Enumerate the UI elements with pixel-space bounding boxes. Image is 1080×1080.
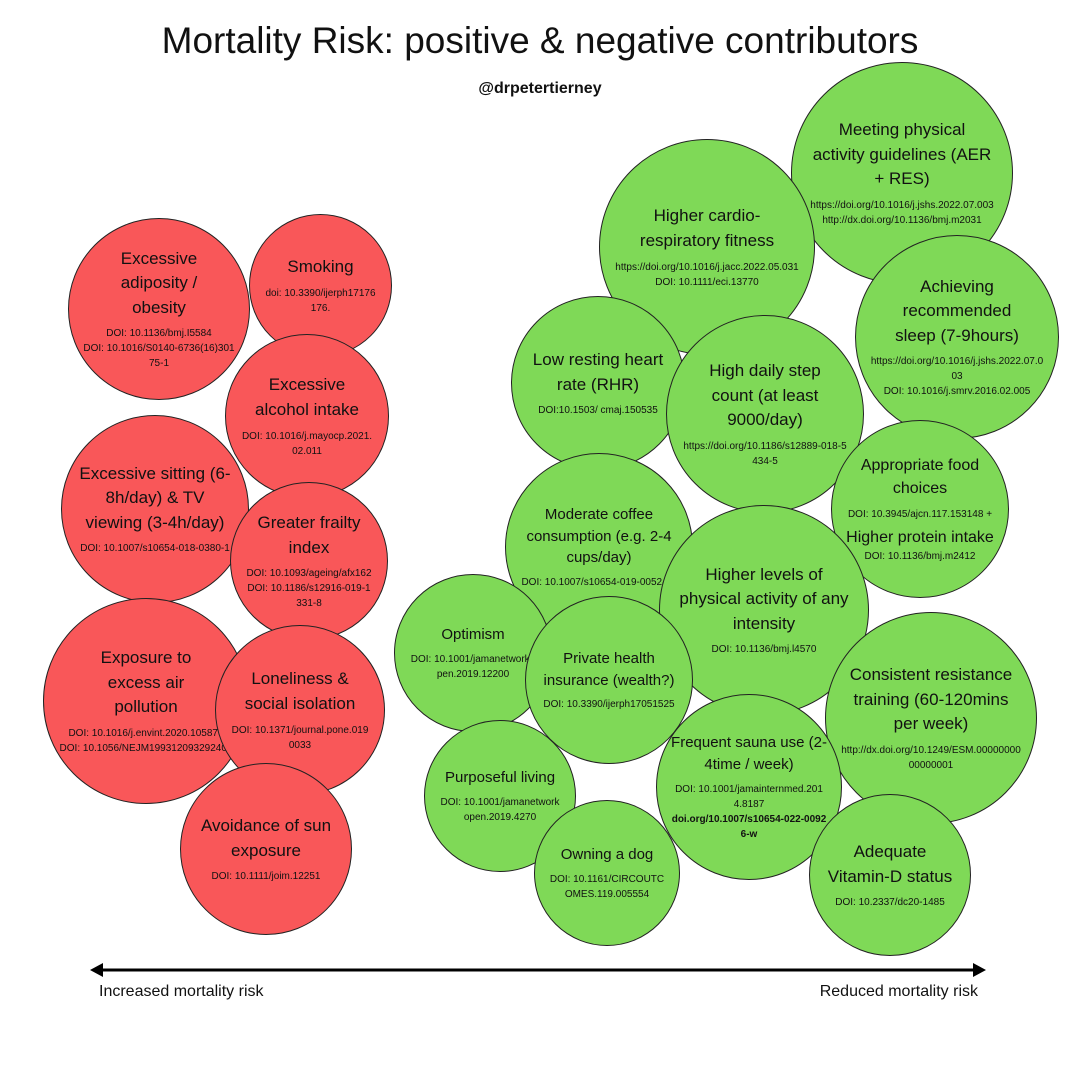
benefit-bubble-vitamin-d: Adequate Vitamin-D status DOI: 10.2337/d… bbox=[809, 794, 971, 956]
risk-axis-arrow bbox=[90, 963, 986, 977]
benefit-bubble-sauna: Frequent sauna use (2-4time / week) DOI:… bbox=[656, 694, 842, 880]
risk-bubble-sitting: Excessive sitting (6-8h/day) & TV viewin… bbox=[61, 415, 249, 603]
benefit-bubble-resistance-training: Consistent resistance training (60-120mi… bbox=[825, 612, 1037, 824]
benefit-bubble-resting-heart-rate: Low resting heart rate (RHR) DOI:10.1503… bbox=[511, 296, 685, 470]
risk-bubble-alcohol: Excessive alcohol intake DOI: 10.1016/j.… bbox=[225, 334, 389, 498]
benefit-bubble-health-insurance: Private health insurance (wealth?) DOI: … bbox=[525, 596, 693, 764]
risk-bubble-adiposity: Excessive adiposity / obesity DOI: 10.11… bbox=[68, 218, 250, 400]
axis-right-label: Reduced mortality risk bbox=[819, 983, 978, 1000]
watermark: @drpetertierney bbox=[384, 470, 405, 601]
chart-title: Mortality Risk: positive & negative cont… bbox=[161, 20, 919, 61]
risk-bubble-air-pollution: Exposure to excess air pollution DOI: 10… bbox=[43, 598, 249, 804]
benefit-bubble-step-count: High daily step count (at least 9000/day… bbox=[666, 315, 864, 513]
risk-bubble-loneliness: Loneliness & social isolation DOI: 10.13… bbox=[215, 625, 385, 795]
benefit-bubble-sleep: Achieving recommended sleep (7-9hours) h… bbox=[855, 235, 1059, 439]
axis-left-label: Increased mortality risk bbox=[99, 983, 264, 1000]
risk-bubble-smoking: Smoking doi: 10.3390/ijerph17176176. bbox=[249, 214, 392, 357]
risk-bubble-frailty: Greater frailty index DOI: 10.1093/agein… bbox=[230, 482, 388, 640]
benefit-bubble-optimism: Optimism DOI: 10.1001/jamanetworkopen.20… bbox=[394, 574, 552, 732]
benefit-bubble-physical-activity-any: Higher levels of physical activity of an… bbox=[659, 505, 869, 715]
risk-bubble-sun-avoidance: Avoidance of sun exposure DOI: 10.1111/j… bbox=[180, 763, 352, 935]
author-handle: @drpetertierney bbox=[478, 80, 602, 97]
benefit-bubble-dog: Owning a dog DOI: 10.1161/CIRCOUTCOMES.1… bbox=[534, 800, 680, 946]
